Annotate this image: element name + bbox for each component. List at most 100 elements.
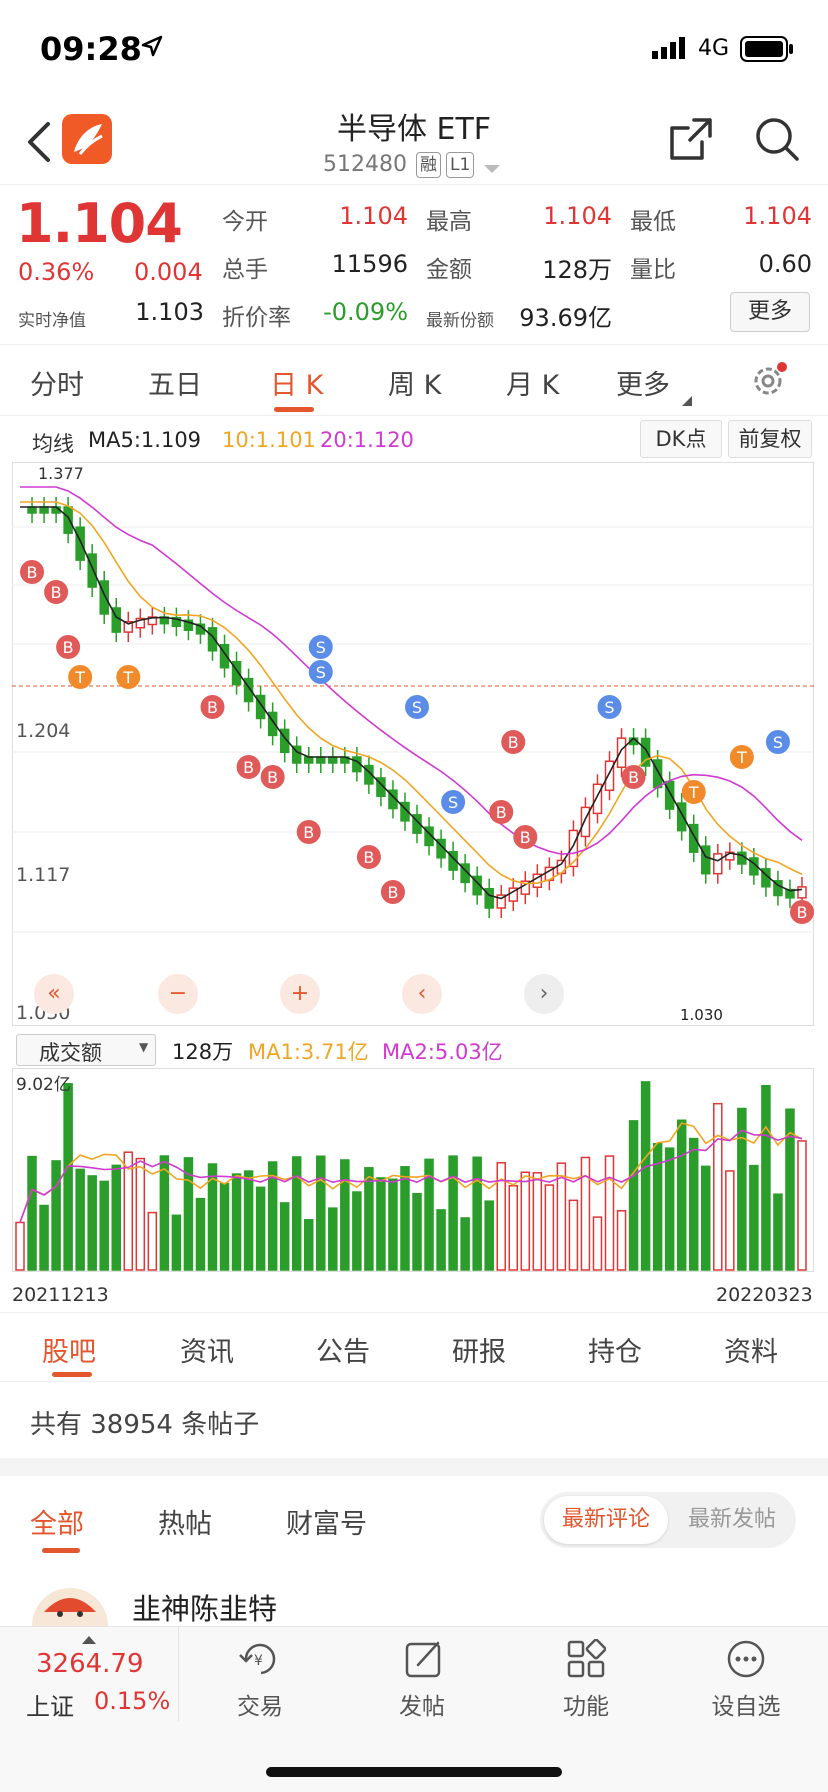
tab-guba[interactable]: 股吧 xyxy=(42,1337,96,1368)
chart-period-tabs: 分时 五日 日 K 周 K 月 K 更多 xyxy=(0,344,828,416)
share-value: 93.69亿 xyxy=(519,304,612,332)
candle xyxy=(580,806,591,838)
volume-bar xyxy=(664,1147,675,1271)
volume-bar xyxy=(147,1211,158,1271)
divider xyxy=(178,1627,179,1721)
volume-bar xyxy=(135,1157,146,1271)
last-price: 1.104 xyxy=(16,192,183,255)
gear-icon[interactable] xyxy=(748,361,788,405)
more-dots-icon[interactable] xyxy=(726,1639,766,1683)
volume-bar xyxy=(111,1164,121,1271)
sell-marker: S xyxy=(597,695,622,719)
volume-bar xyxy=(328,1207,338,1271)
change-value: 0.004 xyxy=(134,258,203,286)
sort-latest-comment[interactable]: 最新评论 xyxy=(544,1496,668,1544)
candle xyxy=(27,506,37,514)
fast-back-button[interactable]: « xyxy=(34,974,74,1014)
tab-intraday[interactable]: 分时 xyxy=(30,370,84,401)
buy-marker: B xyxy=(489,800,514,824)
sort-latest-post[interactable]: 最新发帖 xyxy=(687,1507,776,1532)
back-icon[interactable] xyxy=(24,120,54,168)
volume-bar xyxy=(544,1184,555,1271)
candle xyxy=(291,745,302,764)
tab-profile[interactable]: 资料 xyxy=(724,1337,778,1368)
zoom-out-button[interactable]: − xyxy=(158,974,198,1014)
filter-all[interactable]: 全部 xyxy=(30,1509,84,1540)
tab-more[interactable]: 更多 xyxy=(616,370,670,401)
volume-value: 128万 xyxy=(172,1040,234,1064)
zoom-in-button[interactable]: + xyxy=(280,974,320,1014)
candle xyxy=(496,894,506,909)
buy-marker: B xyxy=(356,845,381,869)
filter-wealth[interactable]: 财富号 xyxy=(286,1509,367,1540)
candle xyxy=(701,845,711,875)
tab-research[interactable]: 研报 xyxy=(452,1337,506,1368)
adjust-button[interactable]: 前复权 xyxy=(728,420,812,458)
search-icon[interactable] xyxy=(754,116,800,166)
svg-text:B: B xyxy=(496,803,507,822)
svg-text:S: S xyxy=(316,663,326,682)
chevron-down-icon[interactable] xyxy=(484,160,500,179)
tab-news[interactable]: 资讯 xyxy=(180,1337,234,1368)
quote-panel: 1.104 0.36% 0.004 实时净值 1.103 今开 1.104 最高… xyxy=(0,186,828,336)
volume-bar xyxy=(749,1164,759,1271)
buy-marker: B xyxy=(513,825,538,849)
volume-bar xyxy=(75,1168,85,1271)
ratio-label: 量比 xyxy=(630,257,676,283)
volume-bar xyxy=(472,1156,482,1271)
post-username[interactable]: 韭神陈韭特 xyxy=(132,1592,278,1626)
volume-bar xyxy=(303,1219,314,1271)
volume-bar xyxy=(640,1081,651,1271)
ratio-value: 0.60 xyxy=(758,250,812,278)
volume-bar xyxy=(279,1202,290,1271)
dk-point-button[interactable]: DK点 xyxy=(640,420,722,458)
apps-icon[interactable] xyxy=(566,1638,607,1683)
nav-trade[interactable]: 交易 xyxy=(237,1694,283,1720)
share-icon[interactable] xyxy=(668,116,714,166)
tab-announcements[interactable]: 公告 xyxy=(316,1337,370,1368)
volume-chart[interactable] xyxy=(12,1068,814,1272)
filter-hot[interactable]: 热帖 xyxy=(158,1509,212,1540)
tab-monthly-k[interactable]: 月 K xyxy=(506,370,560,401)
svg-text:B: B xyxy=(27,563,38,582)
step-forward-button[interactable]: › xyxy=(524,974,564,1014)
trade-icon[interactable]: ¥ xyxy=(238,1639,284,1683)
start-date: 20211213 xyxy=(12,1284,109,1306)
buy-marker: B xyxy=(790,900,814,924)
svg-text:B: B xyxy=(797,903,808,922)
margin-tag: 融 xyxy=(416,152,441,178)
vol-max-label: 9.02亿 xyxy=(16,1075,71,1095)
svg-text:B: B xyxy=(207,698,218,717)
buy-marker: B xyxy=(44,580,69,604)
nav-add-watchlist[interactable]: 设自选 xyxy=(711,1694,781,1720)
step-back-button[interactable]: ‹ xyxy=(402,974,442,1014)
tab-five-day[interactable]: 五日 xyxy=(148,370,202,401)
y-label-mid1: 1.204 xyxy=(16,720,71,742)
svg-text:T: T xyxy=(122,668,133,687)
tab-weekly-k[interactable]: 周 K xyxy=(388,370,442,401)
volume-bar xyxy=(388,1178,398,1271)
svg-text:B: B xyxy=(363,848,374,867)
tab-daily-k[interactable]: 日 K xyxy=(270,370,324,401)
nav-post[interactable]: 发帖 xyxy=(399,1694,445,1720)
candle xyxy=(87,553,97,588)
tab-holdings[interactable]: 持仓 xyxy=(588,1337,642,1368)
nav-value: 1.103 xyxy=(135,298,204,326)
candle xyxy=(316,756,326,764)
volume-bar xyxy=(63,1083,73,1271)
volume-bar xyxy=(532,1172,543,1271)
more-button[interactable]: 更多 xyxy=(730,292,810,332)
y-label-top: 1.377 xyxy=(38,464,84,483)
svg-text:T: T xyxy=(688,783,699,802)
nav-functions[interactable]: 功能 xyxy=(563,1694,609,1720)
volume-bar xyxy=(123,1151,134,1271)
volume-bar xyxy=(171,1214,182,1271)
index-value[interactable]: 3264.79 xyxy=(36,1649,144,1679)
svg-text:S: S xyxy=(412,698,422,717)
candle xyxy=(688,823,699,853)
compose-icon[interactable] xyxy=(404,1639,444,1683)
avatar[interactable] xyxy=(30,1582,110,1664)
candle xyxy=(279,728,290,754)
volume-select[interactable]: 成交额 ▼ xyxy=(16,1034,156,1066)
